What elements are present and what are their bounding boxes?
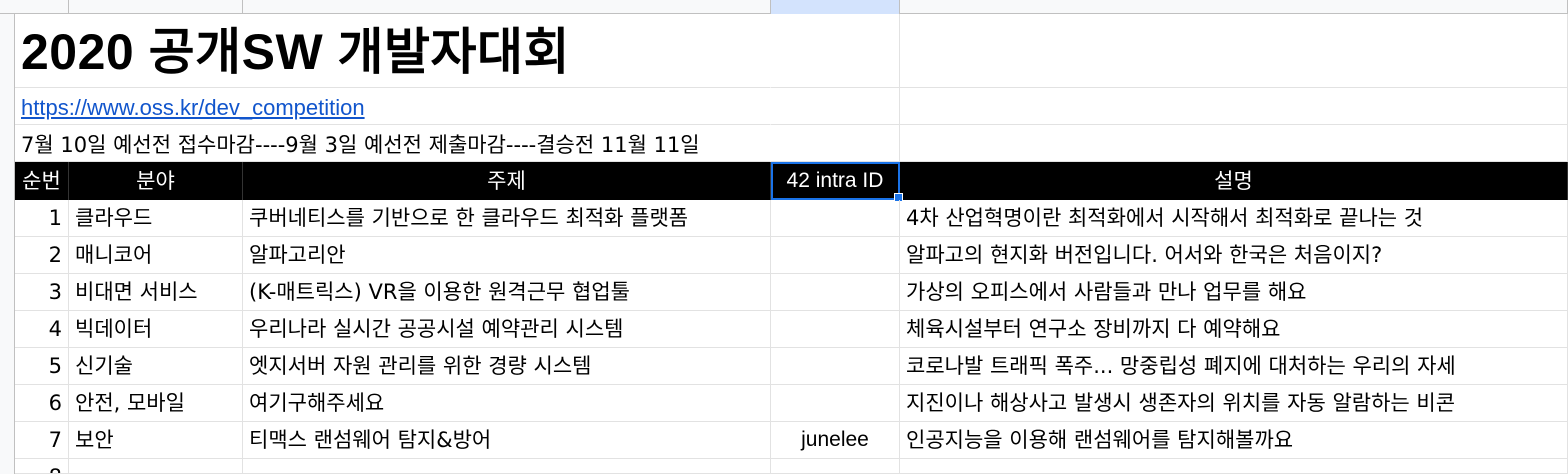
table-row-topic[interactable]: 우리나라 실시간 공공시설 예약관리 시스템 [243, 311, 771, 348]
cell-d3[interactable] [771, 125, 900, 162]
table-row-field[interactable] [69, 459, 243, 474]
header-no[interactable]: 순번 [15, 162, 69, 200]
column-header-d[interactable] [771, 0, 900, 14]
header-intra-id[interactable]: 42 intra ID [771, 162, 900, 200]
table-row-description[interactable]: 코로나발 트래픽 폭주... 망중립성 폐지에 대처하는 우리의 자세 [900, 348, 1568, 385]
table-row-intra-id[interactable] [771, 274, 900, 311]
schedule-text[interactable]: 7월 10일 예선전 접수마감----9월 3일 예선전 제출마감----결승전… [15, 125, 771, 162]
table-row-intra-id[interactable]: junelee [771, 422, 900, 459]
row-header-bar [0, 14, 15, 474]
cell-e1[interactable] [900, 14, 1568, 88]
cell-e3[interactable] [900, 125, 1568, 162]
table-row-no[interactable]: 8 [15, 459, 69, 474]
table-row-topic[interactable]: 쿠버네티스를 기반으로 한 클라우드 최적화 플랫폼 [243, 200, 771, 237]
table-row-field[interactable]: 신기술 [69, 348, 243, 385]
cell-e2[interactable] [900, 88, 1568, 125]
sheet-title[interactable]: 2020 공개SW 개발자대회 [15, 14, 771, 88]
table-row-topic[interactable]: 엣지서버 자원 관리를 위한 경량 시스템 [243, 348, 771, 385]
header-field[interactable]: 분야 [69, 162, 243, 200]
table-row-no[interactable]: 1 [15, 200, 69, 237]
table-row-description[interactable] [900, 459, 1568, 474]
table-row-no[interactable]: 3 [15, 274, 69, 311]
table-row-topic[interactable]: 알파고리안 [243, 237, 771, 274]
table-row-no[interactable]: 7 [15, 422, 69, 459]
table-row-no[interactable]: 2 [15, 237, 69, 274]
column-header-b[interactable] [69, 0, 243, 14]
table-row-field[interactable]: 클라우드 [69, 200, 243, 237]
table-row-topic[interactable]: 여기구해주세요 [243, 385, 771, 422]
table-row-description[interactable]: 지진이나 해상사고 발생시 생존자의 위치를 자동 알람하는 비콘 [900, 385, 1568, 422]
table-row-field[interactable]: 안전, 모바일 [69, 385, 243, 422]
competition-link[interactable]: https://www.oss.kr/dev_competition [21, 95, 365, 120]
column-header-a[interactable] [15, 0, 69, 14]
table-row-field[interactable]: 빅데이터 [69, 311, 243, 348]
table-row-intra-id[interactable] [771, 237, 900, 274]
table-row-no[interactable]: 6 [15, 385, 69, 422]
table-row-no[interactable]: 5 [15, 348, 69, 385]
table-row-intra-id[interactable] [771, 385, 900, 422]
table-row-intra-id[interactable] [771, 200, 900, 237]
table-row-field[interactable]: 비대면 서비스 [69, 274, 243, 311]
table-row-field[interactable]: 보안 [69, 422, 243, 459]
table-row-description[interactable]: 알파고의 현지화 버전입니다. 어서와 한국은 처음이지? [900, 237, 1568, 274]
column-header-c[interactable] [243, 0, 771, 14]
competition-link-cell: https://www.oss.kr/dev_competition [15, 88, 771, 125]
table-row-description[interactable]: 4차 산업혁명이란 최적화에서 시작해서 최적화로 끝나는 것 [900, 200, 1568, 237]
table-row-intra-id[interactable] [771, 459, 900, 474]
selection-fill-handle[interactable] [894, 193, 903, 202]
table-row-intra-id[interactable] [771, 311, 900, 348]
cell-d2[interactable] [771, 88, 900, 125]
cell-d1[interactable] [771, 14, 900, 88]
table-row-description[interactable]: 가상의 오피스에서 사람들과 만나 업무를 해요 [900, 274, 1568, 311]
table-row-description[interactable]: 체육시설부터 연구소 장비까지 다 예약해요 [900, 311, 1568, 348]
column-header-e[interactable] [900, 0, 1568, 14]
table-row-field[interactable]: 매니코어 [69, 237, 243, 274]
header-topic[interactable]: 주제 [243, 162, 771, 200]
table-row-no[interactable]: 4 [15, 311, 69, 348]
header-description[interactable]: 설명 [900, 162, 1568, 200]
table-row-intra-id[interactable] [771, 348, 900, 385]
table-row-topic[interactable]: (K-매트릭스) VR을 이용한 원격근무 협업툴 [243, 274, 771, 311]
table-row-topic[interactable]: 티맥스 랜섬웨어 탐지&방어 [243, 422, 771, 459]
table-row-topic[interactable] [243, 459, 771, 474]
table-row-description[interactable]: 인공지능을 이용해 랜섬웨어를 탐지해볼까요 [900, 422, 1568, 459]
